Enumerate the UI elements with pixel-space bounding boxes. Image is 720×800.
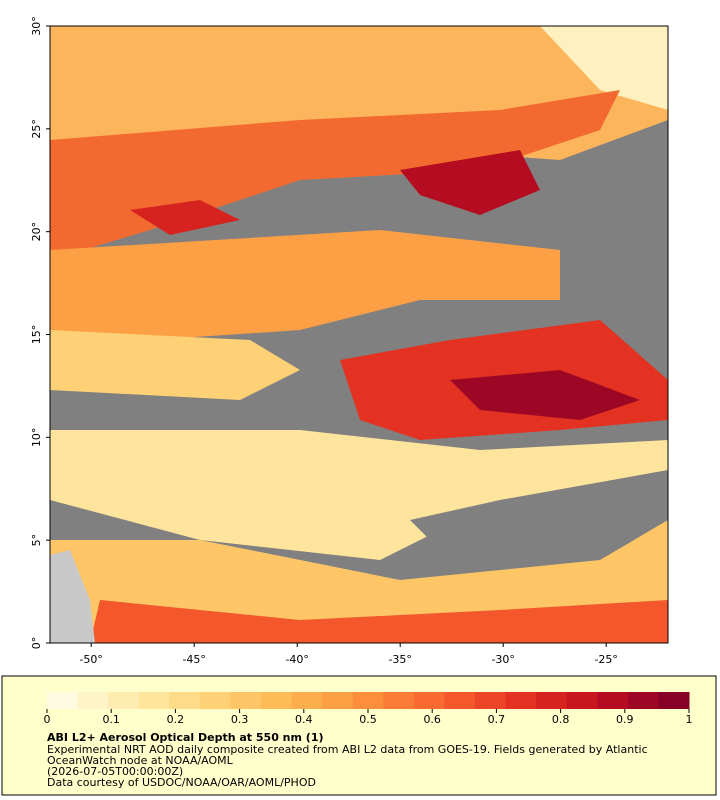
colorbar-swatch <box>597 692 629 709</box>
caption-line: (2026-07-05T00:00:00Z) <box>47 765 183 778</box>
colorbar-swatch <box>627 692 659 709</box>
y-tick-label: 5° <box>30 534 43 547</box>
colorbar-swatch <box>169 692 201 709</box>
x-tick-label: -40° <box>285 653 308 666</box>
y-tick-label: 25° <box>30 119 43 139</box>
colorbar-swatch <box>505 692 537 709</box>
colorbar-swatch <box>199 692 231 709</box>
colorbar-tick-label: 0 <box>44 713 51 726</box>
y-tick-label: 30° <box>30 16 43 36</box>
colorbar-swatch <box>291 692 323 709</box>
x-tick-label: -45° <box>182 653 205 666</box>
map-imagery <box>50 26 668 643</box>
colorbar-swatch <box>322 692 354 709</box>
colorbar-swatch <box>536 692 568 709</box>
caption-line: Experimental NRT AOD daily composite cre… <box>47 743 648 756</box>
colorbar-tick-label: 0.9 <box>616 713 634 726</box>
caption-line: Data courtesy of USDOC/NOAA/OAR/AOML/PHO… <box>47 776 316 789</box>
colorbar-swatch <box>77 692 109 709</box>
colorbar-swatch <box>444 692 476 709</box>
colorbar-tick-label: 0.2 <box>167 713 185 726</box>
colorbar-tick-label: 0.7 <box>488 713 506 726</box>
colorbar-swatch <box>230 692 262 709</box>
colorbar-swatch <box>413 692 445 709</box>
colorbar-tick-label: 0.8 <box>552 713 570 726</box>
x-tick-label: -25° <box>594 653 617 666</box>
colorbar-swatch <box>383 692 415 709</box>
y-tick-label: 15° <box>30 325 43 345</box>
caption-line: OceanWatch node at NOAA/AOML <box>47 754 234 767</box>
x-tick-label: -50° <box>79 653 102 666</box>
y-tick-label: 10° <box>30 428 43 448</box>
colorbar-tick-label: 0.1 <box>102 713 120 726</box>
colorbar-tick-label: 1 <box>686 713 693 726</box>
y-tick-label: 20° <box>30 222 43 242</box>
colorbar-swatch <box>566 692 598 709</box>
y-tick-label: 0° <box>30 637 43 650</box>
colorbar-swatch <box>47 692 79 709</box>
colorbar-swatch <box>475 692 507 709</box>
colorbar-tick-label: 0.3 <box>231 713 249 726</box>
caption-title: ABI L2+ Aerosol Optical Depth at 550 nm … <box>47 731 324 744</box>
colorbar-swatch <box>658 692 690 709</box>
colorbar-tick-label: 0.6 <box>423 713 441 726</box>
colorbar-tick-label: 0.5 <box>359 713 377 726</box>
colorbar-swatch <box>261 692 293 709</box>
colorbar-swatch <box>352 692 384 709</box>
colorbar-swatch <box>138 692 170 709</box>
colorbar-swatch <box>108 692 140 709</box>
x-tick-label: -35° <box>388 653 411 666</box>
colorbar-tick-label: 0.4 <box>295 713 313 726</box>
x-tick-label: -30° <box>491 653 514 666</box>
